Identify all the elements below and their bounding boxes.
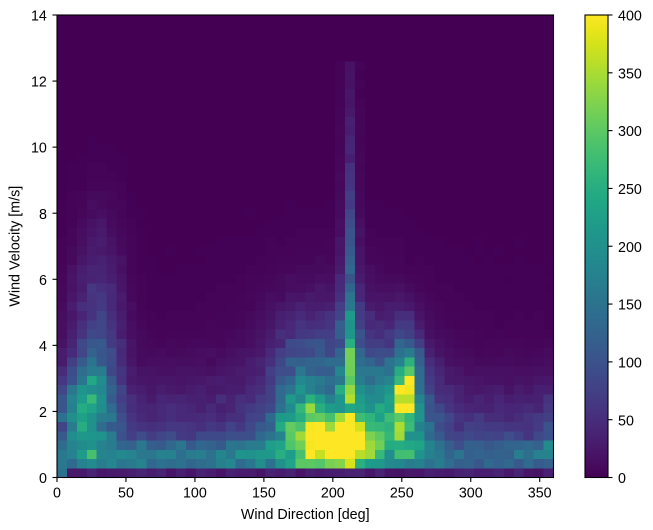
svg-text:0: 0 (39, 471, 47, 487)
svg-text:150: 150 (618, 298, 642, 314)
svg-text:0: 0 (618, 471, 626, 487)
svg-text:300: 300 (459, 486, 483, 502)
svg-text:200: 200 (618, 240, 642, 256)
svg-text:14: 14 (31, 9, 47, 25)
svg-text:8: 8 (39, 207, 47, 223)
svg-text:350: 350 (528, 486, 552, 502)
svg-text:4: 4 (39, 339, 47, 355)
svg-text:50: 50 (118, 486, 134, 502)
svg-text:2: 2 (39, 405, 47, 421)
svg-text:0: 0 (53, 486, 61, 502)
svg-text:200: 200 (321, 486, 345, 502)
svg-text:400: 400 (618, 9, 642, 25)
svg-text:50: 50 (618, 413, 634, 429)
svg-text:Wind Direction [deg]: Wind Direction [deg] (241, 507, 370, 523)
svg-text:100: 100 (618, 355, 642, 371)
svg-text:Wind Velocity [m/s]: Wind Velocity [m/s] (8, 186, 24, 307)
svg-text:350: 350 (618, 66, 642, 82)
svg-text:150: 150 (252, 486, 276, 502)
svg-text:10: 10 (31, 141, 47, 157)
svg-text:100: 100 (183, 486, 207, 502)
svg-text:300: 300 (618, 124, 642, 140)
svg-text:12: 12 (31, 75, 47, 91)
svg-text:6: 6 (39, 273, 47, 289)
svg-text:250: 250 (618, 182, 642, 198)
svg-text:250: 250 (390, 486, 414, 502)
